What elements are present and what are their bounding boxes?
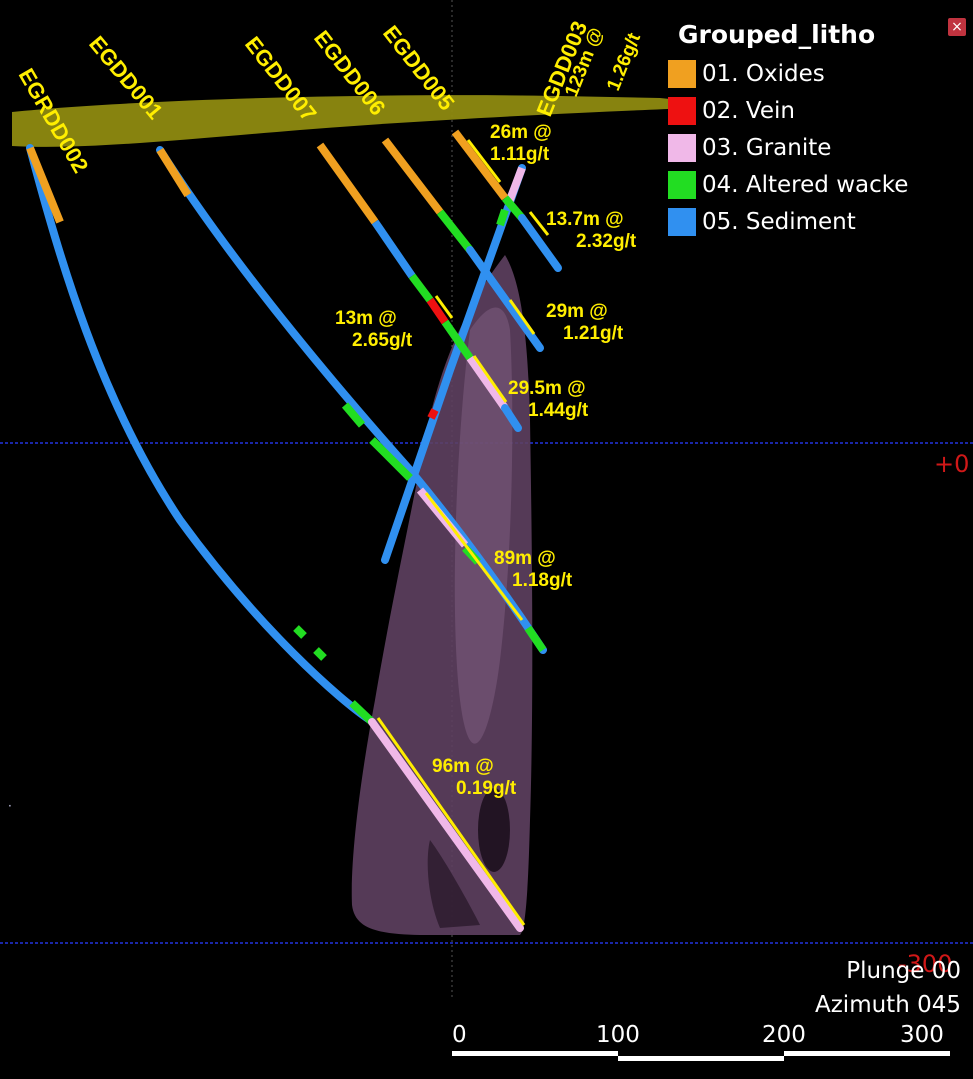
azimuth-readout: Azimuth 045	[815, 992, 961, 1018]
intercept-label-96m-l2: 0.19g/t	[456, 778, 517, 799]
egdd001-green-2	[369, 437, 413, 481]
egdd007-sediment	[371, 219, 416, 279]
intercept-label-96m-l1: 96m @	[432, 756, 494, 777]
legend-item-oxides: 01. Oxides	[668, 55, 968, 92]
egrdd002-green-2	[313, 647, 327, 661]
legend-swatch-granite	[668, 133, 696, 162]
egrdd002-granite	[368, 718, 524, 932]
surface-layer	[12, 95, 690, 147]
egdd005-oxides	[451, 129, 509, 201]
drillhole-trace-egdd001	[156, 146, 547, 654]
egdd007-green-1	[408, 273, 434, 303]
intercept-label-26m-l1: 26m @	[490, 122, 552, 143]
legend-item-sediment: 05. Sediment	[668, 203, 968, 240]
intercept-label-13m-l1: 13m @	[335, 308, 397, 329]
intercept-label-13-7m-l2: 2.32g/t	[576, 231, 637, 252]
intercept-markers	[376, 139, 550, 926]
plunge-readout: Plunge 00	[846, 958, 961, 984]
scale-tick-label-200: 200	[762, 1022, 806, 1048]
intercept-line-26m	[466, 139, 502, 183]
legend-label: 03. Granite	[702, 134, 832, 161]
egdd005-sediment	[518, 214, 562, 272]
intercept-label-egdd003-l2: 1.26g/t	[603, 30, 645, 94]
intercept-label-26m-l2: 1.11g/t	[490, 144, 550, 165]
legend-swatch-oxides	[668, 59, 696, 88]
intercept-line-89m	[424, 492, 524, 621]
egrdd002-green-3	[349, 700, 375, 725]
egdd006-oxides	[381, 137, 444, 215]
elevation-label-300: -300	[898, 950, 953, 978]
legend-item-vein: 02. Vein	[668, 92, 968, 129]
granite-body-cavity-2	[427, 840, 480, 928]
scale-bar	[452, 1051, 950, 1061]
legend-panel: Grouped_litho 01. Oxides 02. Vein 03. Gr…	[668, 20, 968, 240]
egdd005-green	[501, 195, 526, 221]
drillhole-trace-egrdd002	[26, 144, 374, 724]
intercept-label-29-5m-l2: 1.44g/t	[528, 400, 589, 421]
intercept-label-29-5m-l1: 29.5m @	[508, 378, 586, 399]
intercept-line-29m	[508, 299, 536, 335]
scale-bar-segment-3	[784, 1051, 950, 1056]
egdd006-green	[436, 209, 474, 253]
legend-close-icon[interactable]: ×	[948, 18, 966, 36]
granite-body-shading	[454, 307, 513, 744]
egdd001-oxides	[156, 147, 192, 198]
scale-tick-label-300: 300	[900, 1022, 944, 1048]
scale-tick-label-100: 100	[596, 1022, 640, 1048]
intercept-label-13-7m-l1: 13.7m @	[546, 209, 624, 230]
egdd007-green-2	[441, 319, 474, 361]
legend-label: 04. Altered wacke	[702, 171, 909, 198]
intercept-label-29m-l2: 1.21g/t	[563, 323, 624, 344]
granite-body-cavity	[478, 788, 510, 872]
legend-label: 02. Vein	[702, 97, 795, 124]
egdd003-red	[427, 408, 439, 420]
scale-bar-segment-2	[618, 1056, 784, 1061]
intercept-label-13m-l2: 2.65g/t	[352, 330, 413, 351]
intercept-line-13m	[434, 295, 454, 319]
egdd003-green	[496, 208, 509, 227]
egdd001-green-4	[524, 625, 547, 653]
legend-title: Grouped_litho	[678, 20, 876, 49]
egdd006-sediment	[466, 246, 544, 352]
intercept-label-89m-l1: 89m @	[494, 548, 556, 569]
intercept-label-29m-l1: 29m @	[546, 301, 608, 322]
legend-item-altered-wacke: 04. Altered wacke	[668, 166, 968, 203]
egrdd002-green-1	[293, 625, 307, 639]
intercept-line-13-7m	[528, 211, 550, 236]
legend-swatch-sediment	[668, 207, 696, 236]
egdd007-granite	[466, 355, 509, 411]
intercept-line-96m	[376, 717, 526, 926]
edge-marker-icon: ·	[8, 799, 12, 813]
elevation-label-0: +0	[934, 450, 970, 478]
intercept-line-29-5m	[472, 355, 508, 403]
egdd001-green-1	[341, 402, 366, 428]
legend-swatch-altered-wacke	[668, 170, 696, 199]
legend-label: 01. Oxides	[702, 60, 825, 87]
scale-tick-label-0: 0	[452, 1022, 467, 1048]
legend-item-granite: 03. Granite	[668, 129, 968, 166]
legend-label: 05. Sediment	[702, 208, 856, 235]
intercept-label-89m-l2: 1.18g/t	[512, 570, 573, 591]
egdd007-oxides	[316, 142, 379, 225]
egdd007-sediment-2	[501, 404, 522, 432]
legend-swatch-vein	[668, 96, 696, 125]
egdd007-vein	[426, 297, 449, 325]
egrdd002-oxides	[26, 146, 64, 224]
scale-bar-segment-1	[452, 1051, 618, 1056]
